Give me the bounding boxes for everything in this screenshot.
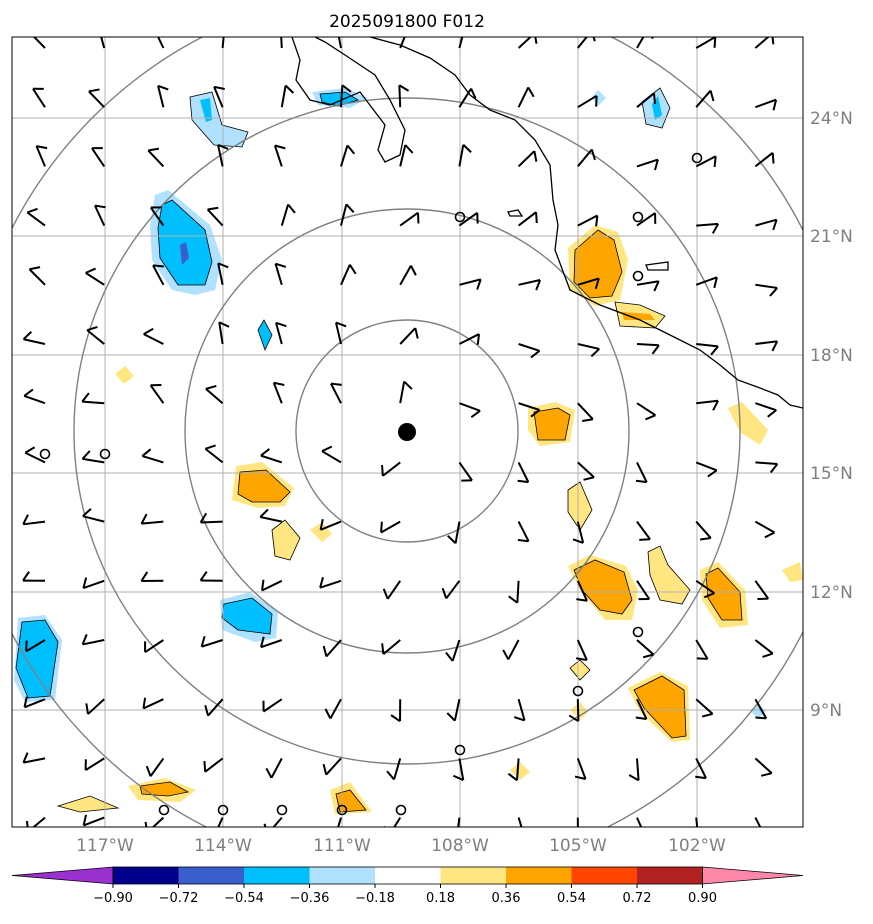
lat-label-21: 21°N: [810, 227, 853, 247]
colorbar-extend-low: [11, 866, 114, 885]
colorbar-frame: [112, 866, 703, 885]
lon-labels: 117°W 114°W 111°W 108°W 105°W 102°W: [76, 836, 726, 856]
lat-label-9: 9°N: [810, 701, 842, 721]
wind-barb: [809, 818, 831, 839]
range-rings: [12, 37, 803, 827]
wind-barb: [815, 283, 838, 294]
colorbar-segment: [506, 867, 572, 884]
colorbar-tick-label: −0.18: [355, 891, 395, 906]
map-area[interactable]: [0, 0, 851, 875]
colorbar-tick-label: −0.54: [224, 891, 264, 906]
lat-label-24: 24°N: [810, 109, 853, 129]
station-circles: [39, 152, 703, 816]
lon-label-105: 105°W: [549, 836, 607, 856]
gridlines: [12, 37, 803, 827]
colorbar-segment: [571, 867, 638, 884]
map-title: 2025091800 F012: [329, 12, 485, 32]
wind-barb: [814, 403, 836, 413]
colorbar-tick-label: 0.18: [426, 891, 455, 906]
wind-barb: [807, 758, 825, 782]
coastline: [291, 37, 803, 409]
colorbar-segment: [375, 867, 441, 884]
wind-barb: [807, 640, 826, 663]
colorbar-tick-label: −0.72: [159, 891, 199, 906]
lon-label-111: 111°W: [313, 836, 371, 856]
colorbar-tick-label: 0.36: [492, 891, 521, 906]
wind-barb: [815, 43, 838, 56]
colorbar-segment: [113, 867, 179, 884]
colorbar-segment: [244, 867, 310, 884]
colorbar-extend-high: [702, 866, 804, 885]
wind-barb: [815, 163, 838, 176]
colorbar-segment: [440, 867, 507, 884]
colorbar-segment: [637, 867, 703, 884]
colorbar-segment: [178, 867, 245, 884]
lat-label-18: 18°N: [810, 346, 853, 366]
colorbar-tick-label: 0.90: [688, 891, 717, 906]
colorbar-tick-label: −0.90: [93, 891, 133, 906]
lat-labels: 24°N 21°N 18°N 15°N 12°N 9°N: [810, 109, 853, 721]
colorbar-tick-label: 0.54: [557, 891, 586, 906]
wind-barb: [813, 522, 836, 535]
lon-label-102: 102°W: [668, 836, 726, 856]
lat-label-12: 12°N: [810, 583, 853, 603]
lat-label-15: 15°N: [810, 464, 853, 484]
colorbar-tick-label: −0.36: [290, 891, 330, 906]
lon-label-108: 108°W: [431, 836, 489, 856]
colorbar-tick-label: 0.72: [623, 891, 652, 906]
colorbar: −0.90 −0.72 −0.54 −0.36 −0.18 0.18 0.36 0.54 0.7…: [11, 866, 804, 906]
map-frame: [11, 36, 804, 828]
lon-label-117: 117°W: [76, 836, 134, 856]
storm-center-marker: [398, 423, 416, 441]
colorbar-segment: [309, 867, 376, 884]
lon-label-114: 114°W: [194, 836, 252, 856]
